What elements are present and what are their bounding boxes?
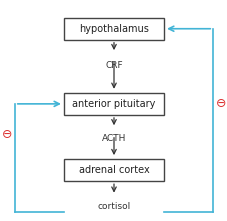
FancyBboxPatch shape bbox=[64, 159, 163, 181]
FancyBboxPatch shape bbox=[64, 18, 163, 40]
Text: ⊖: ⊖ bbox=[2, 128, 12, 141]
FancyBboxPatch shape bbox=[64, 93, 163, 115]
Text: anterior pituitary: anterior pituitary bbox=[72, 99, 155, 109]
Text: cortisol: cortisol bbox=[97, 202, 130, 211]
Text: CRF: CRF bbox=[105, 61, 122, 70]
Text: ACTH: ACTH bbox=[101, 134, 126, 143]
Text: adrenal cortex: adrenal cortex bbox=[78, 165, 149, 175]
Text: ⊖: ⊖ bbox=[215, 97, 225, 110]
Text: hypothalamus: hypothalamus bbox=[79, 24, 148, 34]
